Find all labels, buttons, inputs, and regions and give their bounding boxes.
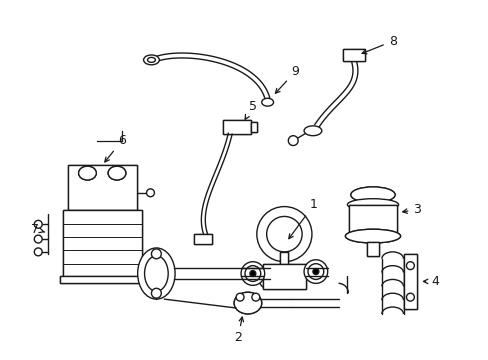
Circle shape [151,249,161,259]
Bar [366,242,378,256]
Circle shape [244,266,260,282]
Bar [262,264,305,289]
Circle shape [406,293,413,301]
Ellipse shape [304,126,321,136]
Text: 3: 3 [402,203,420,216]
Ellipse shape [144,256,168,291]
Ellipse shape [350,187,394,203]
Text: 9: 9 [275,65,299,93]
Bar [343,49,365,61]
Bar [223,120,250,134]
Circle shape [256,207,311,262]
Bar [223,120,250,134]
Circle shape [34,248,42,256]
Bar [60,275,144,283]
Bar [403,254,416,309]
Bar [250,122,256,132]
Text: 8: 8 [361,35,396,54]
Ellipse shape [138,248,175,299]
Text: 1: 1 [288,198,317,239]
Circle shape [251,293,259,301]
Circle shape [146,189,154,197]
Ellipse shape [79,166,96,180]
Bar [348,204,396,234]
Bar [63,210,142,278]
Circle shape [151,288,161,298]
Ellipse shape [108,166,125,180]
Ellipse shape [261,98,273,106]
Bar [68,165,137,210]
Bar [193,234,211,244]
Text: 4: 4 [423,275,438,288]
Text: 7: 7 [31,223,45,236]
Bar [343,49,365,61]
Ellipse shape [345,229,400,243]
Circle shape [34,235,42,243]
Ellipse shape [346,199,398,211]
Text: 2: 2 [234,317,243,344]
Ellipse shape [143,55,159,65]
Circle shape [266,216,302,252]
Circle shape [288,136,298,145]
Ellipse shape [108,166,125,180]
Ellipse shape [234,292,261,314]
Bar [403,254,416,309]
Circle shape [307,264,323,279]
Circle shape [34,220,42,228]
Bar [193,234,211,244]
Circle shape [241,262,264,285]
Ellipse shape [345,229,400,243]
Ellipse shape [79,166,96,180]
Bar [60,275,144,283]
Circle shape [236,293,244,301]
Text: 5: 5 [244,100,256,119]
Bar [348,204,396,234]
Bar [262,264,305,289]
Circle shape [406,262,413,270]
Bar [63,210,142,278]
Bar [68,165,137,210]
Circle shape [312,269,318,275]
Bar [250,122,256,132]
Text: 6: 6 [104,134,125,162]
Ellipse shape [350,187,394,203]
Bar [280,252,288,266]
Circle shape [249,271,255,276]
Ellipse shape [234,292,261,314]
Bar [366,242,378,256]
Bar [280,252,288,266]
Ellipse shape [147,58,155,62]
Circle shape [304,260,327,283]
